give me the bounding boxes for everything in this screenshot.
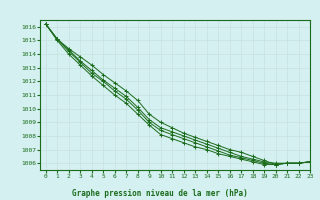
Text: Graphe pression niveau de la mer (hPa): Graphe pression niveau de la mer (hPa) <box>72 189 248 198</box>
